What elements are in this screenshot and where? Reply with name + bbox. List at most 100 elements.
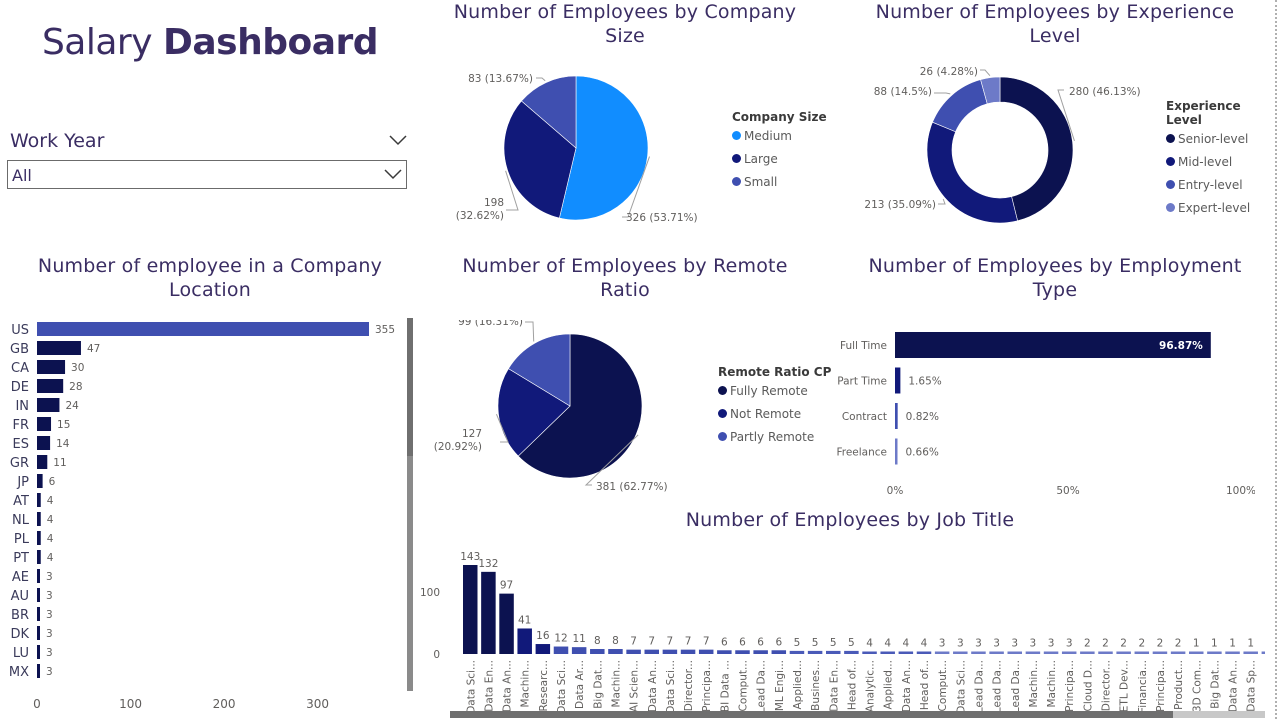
value-label: 7 (648, 636, 655, 648)
value-label: 1 (1193, 638, 1200, 650)
bar-dk (37, 626, 40, 640)
legend-item-expert-level[interactable]: Expert-level (1166, 196, 1280, 219)
column-lead-da-30 (1007, 651, 1022, 654)
slicer-collapse-chevron-icon[interactable] (388, 132, 408, 148)
category-label-es: ES (13, 437, 29, 452)
category-label-pl: PL (14, 532, 30, 547)
column-busines-19 (807, 650, 823, 654)
bar-fr (37, 417, 52, 431)
category-label: Data An... (647, 660, 659, 712)
column-machin-8 (608, 649, 623, 654)
legend-item-entry-level[interactable]: Entry-level (1166, 173, 1280, 196)
job-title-chart-title: Number of Employees by Job Title (685, 509, 1015, 531)
legend-item-medium[interactable]: Medium (732, 124, 827, 147)
value-label: 5 (812, 637, 819, 649)
category-label: Data Ar... (574, 660, 586, 709)
value-label: 2 (1102, 638, 1109, 650)
column-data-an-2 (499, 593, 514, 654)
bar-freelance (895, 438, 898, 465)
value-label-mx: 3 (46, 666, 53, 678)
remote-ratio-legend: Remote Ratio CP Fully Remote Not Remote … (718, 365, 831, 448)
pie-slice-medium (559, 75, 649, 221)
bar-part-time (895, 367, 901, 394)
column-principa-13 (698, 649, 714, 654)
legend-item-large[interactable]: Large (732, 147, 827, 170)
value-label-gb: 47 (87, 343, 100, 355)
column-finance-44 (1261, 651, 1265, 654)
value-label: 3 (1048, 638, 1055, 650)
data-label: 326 (53.71%) (626, 212, 698, 224)
column-machin-3 (517, 628, 532, 654)
job-title-chart-horizontal-scrollbar[interactable] (450, 711, 1265, 718)
category-label: Director... (683, 660, 695, 711)
value-label-in: 24 (65, 400, 79, 412)
legend-item-senior-level[interactable]: Senior-level (1166, 127, 1280, 150)
category-label: Big Dat... (1209, 660, 1221, 709)
legend-item-fully-remote[interactable]: Fully Remote (718, 379, 831, 402)
column-director-35 (1098, 651, 1113, 654)
category-label-part-time: Part Time (837, 376, 887, 388)
location-scrollbar-thumb[interactable] (407, 318, 413, 456)
bar-gb (37, 341, 81, 355)
legend-title: Company Size (732, 110, 827, 124)
value-label: 1 (1211, 638, 1218, 650)
data-label: 88 (14.5%) (874, 86, 932, 98)
value-label-br: 3 (46, 609, 53, 621)
bar-at (37, 493, 41, 507)
value-label: 11 (572, 633, 585, 645)
legend-item-mid-level[interactable]: Mid-level (1166, 150, 1280, 173)
value-label: 4 (884, 638, 891, 650)
data-label: 381 (62.77%) (596, 481, 668, 493)
value-label: 2 (1120, 638, 1127, 650)
legend-dot-icon (718, 386, 727, 395)
legend-dot-icon (718, 432, 727, 441)
data-label: 99 (16.31%) (458, 320, 523, 328)
legend-item-not-remote[interactable]: Not Remote (718, 402, 831, 425)
x-tick-label: 300 (306, 697, 329, 711)
value-label: 3 (1030, 638, 1037, 650)
value-label: 2 (1084, 638, 1091, 650)
category-label: Data Sci... (465, 660, 477, 714)
column-principa-33 (1061, 651, 1077, 654)
employment-type-chart-title: Number of Employees by Employment Type (868, 255, 1242, 301)
data-label: 83 (13.67%) (468, 73, 533, 85)
value-label: 3 (1066, 638, 1073, 650)
data-label: 127 (462, 428, 482, 440)
column-principa-38 (1152, 651, 1168, 654)
bar-ca (37, 360, 66, 374)
legend-item-partly-remote[interactable]: Partly Remote (718, 425, 831, 448)
category-label: Analytic... (865, 660, 877, 712)
category-label-full-time: Full Time (840, 340, 887, 352)
data-label: 198 (484, 197, 504, 209)
work-year-dropdown[interactable]: All (7, 160, 407, 189)
category-label: Data An... (502, 660, 514, 712)
value-label-lu: 3 (46, 647, 53, 659)
visual-border-edge (1275, 0, 1280, 719)
legend-label: Entry-level (1178, 177, 1243, 192)
work-year-slicer-label: Work Year (10, 130, 105, 152)
legend-item-small[interactable]: Small (732, 170, 827, 193)
bar-jp (37, 474, 43, 488)
value-label-dk: 3 (46, 628, 53, 640)
category-label: Finance... (1264, 660, 1265, 710)
pie-slice-not-remote (497, 368, 571, 457)
column-big-dat-41 (1207, 651, 1222, 654)
category-label: Data En... (483, 660, 495, 712)
legend-label: Medium (744, 128, 792, 143)
bar-contract (895, 403, 898, 429)
value-label-ca: 30 (71, 362, 84, 374)
job-title-scrollbar-thumb[interactable] (450, 711, 1173, 718)
x-tick-label: 100 (119, 697, 142, 711)
data-label: 280 (46.13%) (1069, 86, 1141, 98)
leader-line (505, 170, 519, 211)
page-title-light: Salary (41, 22, 153, 63)
legend-title: Experience Level (1166, 99, 1241, 127)
column-big-dat-7 (590, 649, 605, 654)
location-chart-vertical-scrollbar[interactable] (407, 318, 413, 691)
category-label-pt: PT (13, 551, 29, 566)
value-label: 7 (685, 636, 692, 648)
column-product-39 (1170, 651, 1186, 654)
page-title: Salary Dashboard (0, 22, 420, 63)
experience-level-chart-title: Number of Employees by Experience Level (875, 1, 1235, 47)
